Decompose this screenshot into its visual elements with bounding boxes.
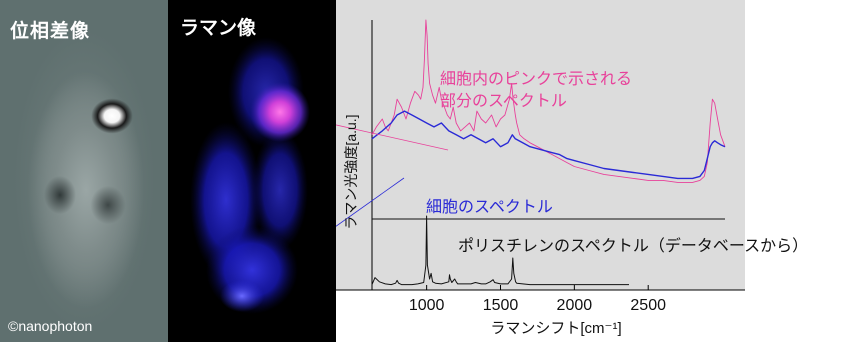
spectrum-svg: 1000 1500 2000 2500 細胞内のピンクで示される 部分のスペクトル 細…: [245, 0, 808, 337]
raman-title: ラマン像: [180, 16, 257, 39]
annotation-blue: 細胞のスペクトル: [426, 198, 553, 216]
y-axis-label: ラマン光強度[a.u.]: [343, 114, 359, 229]
phase-contrast-image: 位相差像 ©nanophoton: [0, 0, 168, 342]
annotation-pink-line2: 部分のスペクトル: [440, 92, 567, 110]
copyright-label: ©nanophoton: [8, 318, 93, 334]
raman-spectrum-chart: 1000 1500 2000 2500 細胞内のピンクで示される 部分のスペクトル 細…: [245, 0, 845, 342]
spectrum-line-2: [371, 110, 726, 180]
x-tick-label: 1000: [409, 297, 445, 314]
spectrum-line-1: [371, 19, 726, 183]
phase-contrast-title: 位相差像: [10, 20, 91, 42]
raman-cell-image: ラマン像: [180, 16, 310, 314]
x-tick-label: 2500: [630, 297, 666, 314]
x-tick-label: 1500: [483, 297, 519, 314]
x-tick-label: 2000: [557, 297, 593, 314]
raman-image: ラマン像: [168, 0, 336, 342]
annotation-pink-line1: 細胞内のピンクで示される: [440, 70, 632, 88]
plot-background: [336, 0, 745, 290]
spectrum-line-3: [371, 215, 629, 286]
annotation-polystyrene: ポリスチレンのスペクトル（データベースから）: [458, 236, 808, 255]
x-axis-label: ラマンシフト[cm⁻¹]: [490, 320, 621, 337]
